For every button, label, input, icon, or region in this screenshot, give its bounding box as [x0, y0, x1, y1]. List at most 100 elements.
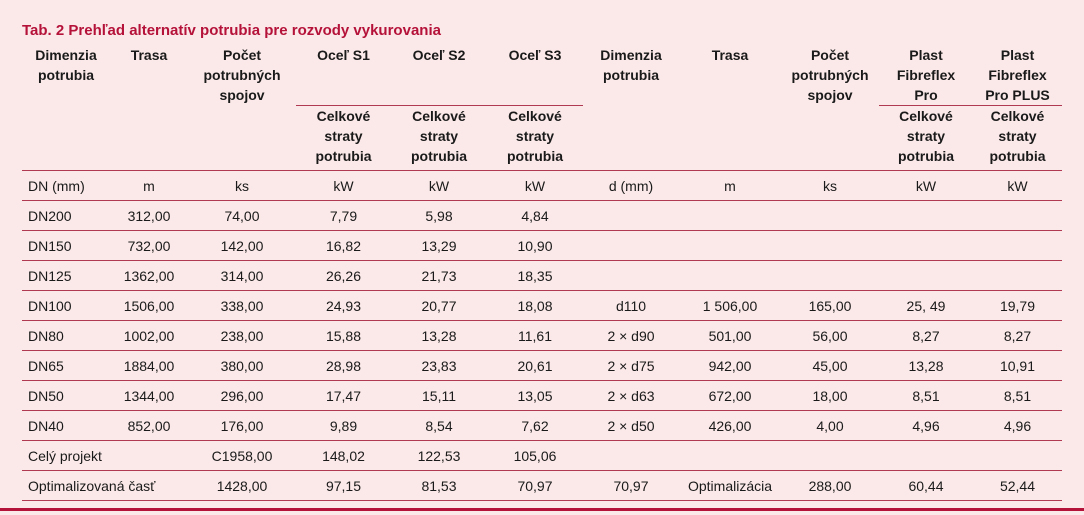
table-cell: 18,35	[487, 260, 583, 291]
header-dimension-steel: Dimenzia potrubia	[35, 47, 97, 83]
table-cell	[679, 230, 781, 261]
optimized-cell: 70,97	[583, 470, 679, 501]
table-cell	[879, 200, 973, 231]
header-losses-s1: Celkové straty potrubia	[296, 105, 391, 171]
header-fibreflex-pro: Plast Fibreflex Pro	[896, 47, 956, 103]
table-row: DN50 1344,00 296,00 17,47 15,11 13,05 2 × d63 6…	[22, 380, 1062, 411]
total-cell: 122,53	[391, 440, 487, 471]
table-cell: 1506,00	[110, 290, 188, 321]
header-losses-s2: Celkové straty potrubia	[391, 105, 487, 171]
unit-cell: d (mm)	[583, 170, 679, 201]
table-cell	[879, 260, 973, 291]
table-cell: 16,82	[296, 230, 391, 261]
header-row-sub: Celkové straty potrubia Celkové straty p…	[22, 105, 1062, 171]
header-losses-pro-plus: Celkové straty potrubia	[973, 105, 1062, 171]
table-cell: 56,00	[781, 320, 879, 351]
table-cell	[879, 230, 973, 261]
table-row: DN200 312,00 74,00 7,79 5,98 4,84	[22, 200, 1062, 231]
table-row: DN125 1362,00 314,00 26,26 21,73 18,35	[22, 260, 1062, 291]
unit-cell: DN (mm)	[22, 170, 110, 201]
table-cell: 672,00	[679, 380, 781, 411]
table-cell: 21,73	[391, 260, 487, 291]
table-cell: 20,77	[391, 290, 487, 321]
table-cell	[781, 260, 879, 291]
header-steel-s3: Oceľ S3	[508, 47, 562, 63]
total-cell: 148,02	[296, 440, 391, 471]
table-cell: 23,83	[391, 350, 487, 381]
total-cell	[679, 440, 781, 471]
table-cell: d110	[583, 290, 679, 321]
header-joints-plastic: Počet potrubných spojov	[791, 47, 869, 103]
table-cell: 2 × d75	[583, 350, 679, 381]
table-cell: 7,79	[296, 200, 391, 231]
table-cell: 2 × d63	[583, 380, 679, 411]
total-row: Celý projekt C1958,00 148,02 122,53 105,…	[22, 440, 1062, 471]
table-cell: 4,96	[973, 410, 1062, 441]
units-row: DN (mm) m ks kW kW kW d (mm) m ks kW kW	[22, 170, 1062, 201]
table-cell: 732,00	[110, 230, 188, 261]
header-route-plastic: Trasa	[711, 47, 749, 63]
table-cell: 1002,00	[110, 320, 188, 351]
optimized-cell: 97,15	[296, 470, 391, 501]
unit-cell: kW	[973, 170, 1062, 201]
row-dimension-cell: DN50	[22, 380, 110, 411]
header-dimension-plastic: Dimenzia potrubia	[600, 47, 662, 83]
table-cell: 296,00	[188, 380, 296, 411]
total-cell: C1958,00	[188, 440, 296, 471]
row-dimension-cell: DN150	[22, 230, 110, 261]
table-cell: 18,08	[487, 290, 583, 321]
header-joints-steel: Počet potrubných spojov	[203, 47, 281, 103]
table-cell: 2 × d90	[583, 320, 679, 351]
table-cell: 176,00	[188, 410, 296, 441]
table-cell: 4,84	[487, 200, 583, 231]
table-cell: 25, 49	[879, 290, 973, 321]
table-cell: 19,79	[973, 290, 1062, 321]
table-cell: 8,54	[391, 410, 487, 441]
unit-cell: m	[110, 170, 188, 201]
optimized-cell: Optimalizácia	[679, 470, 781, 501]
table-cell: 15,11	[391, 380, 487, 411]
total-cell	[781, 440, 879, 471]
table-cell: 2 × d50	[583, 410, 679, 441]
table-cell: 7,62	[487, 410, 583, 441]
table-cell	[973, 230, 1062, 261]
table-cell	[973, 200, 1062, 231]
unit-cell: kW	[391, 170, 487, 201]
optimized-cell: 60,44	[879, 470, 973, 501]
table-cell: 1 506,00	[679, 290, 781, 321]
table-cell	[583, 230, 679, 261]
optimized-cell: 1428,00	[188, 470, 296, 501]
header-steel-s1: Oceľ S1	[317, 47, 370, 63]
total-cell	[583, 440, 679, 471]
table-cell: 1344,00	[110, 380, 188, 411]
total-cell: 105,06	[487, 440, 583, 471]
table-cell: 24,93	[296, 290, 391, 321]
optimized-cell: 70,97	[487, 470, 583, 501]
table-cell: 18,00	[781, 380, 879, 411]
header-losses-s3: Celkové straty potrubia	[487, 105, 583, 171]
table-cell	[583, 200, 679, 231]
table-cell: 312,00	[110, 200, 188, 231]
table-cell	[679, 260, 781, 291]
table-cell: 942,00	[679, 350, 781, 381]
piping-alternatives-table: Dimenzia potrubia Trasa Počet potrubných…	[22, 45, 1062, 501]
total-label: Celý projekt	[22, 440, 188, 471]
table-cell: 314,00	[188, 260, 296, 291]
table-cell: 426,00	[679, 410, 781, 441]
unit-cell: kW	[487, 170, 583, 201]
row-dimension-cell: DN200	[22, 200, 110, 231]
table-cell: 15,88	[296, 320, 391, 351]
table-cell: 4,00	[781, 410, 879, 441]
table-cell: 4,96	[879, 410, 973, 441]
table-cell: 1884,00	[110, 350, 188, 381]
table-cell	[781, 200, 879, 231]
table-cell: 45,00	[781, 350, 879, 381]
table-cell: 142,00	[188, 230, 296, 261]
table-cell: 20,61	[487, 350, 583, 381]
unit-cell: ks	[188, 170, 296, 201]
table-cell: 1362,00	[110, 260, 188, 291]
row-dimension-cell: DN65	[22, 350, 110, 381]
table-cell	[679, 200, 781, 231]
header-row-main: Dimenzia potrubia Trasa Počet potrubných…	[22, 45, 1062, 106]
optimized-cell: 52,44	[973, 470, 1062, 501]
